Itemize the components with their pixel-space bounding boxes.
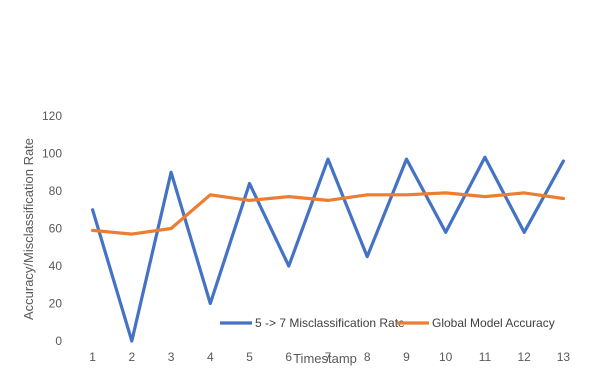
x-tick-label: 11 [479, 350, 492, 364]
x-tick-label: 13 [557, 350, 571, 364]
x-tick-label: 7 [325, 350, 332, 364]
x-tick-labels: 1 2 3 4 5 6 7 8 9 10 11 12 13 [89, 350, 570, 364]
y-tick-label: 0 [55, 334, 62, 348]
series-line-1 [90, 155, 566, 343]
x-tick-label: 5 [246, 350, 253, 364]
x-tick-label: 8 [364, 350, 371, 364]
legend-label: Global Model Accuracy [432, 316, 555, 330]
y-tick-label: 20 [49, 297, 63, 311]
y-tick-label: 100 [42, 147, 62, 161]
y-tick-label: 80 [49, 184, 63, 198]
x-tick-label: 1 [89, 350, 96, 364]
y-tick-label: 40 [49, 259, 63, 273]
x-tick-label: 10 [439, 350, 453, 364]
y-tick-labels: 0 20 40 60 80 100 120 [42, 109, 62, 348]
legend-item-2: Global Model Accuracy [397, 316, 555, 330]
series-lines [90, 155, 566, 343]
legend-label: 5 -> 7 Misclassification Rate [255, 316, 405, 330]
y-axis-title: Accuracy/Misclassification Rate [21, 138, 36, 320]
x-tick-label: 3 [168, 350, 175, 364]
x-tick-label: 4 [207, 350, 214, 364]
legend: 5 -> 7 Misclassification Rate Global Mode… [220, 316, 555, 330]
x-tick-label: 9 [403, 350, 410, 364]
x-tick-label: 12 [517, 350, 531, 364]
y-tick-label: 120 [42, 109, 62, 123]
legend-item-1: 5 -> 7 Misclassification Rate [220, 316, 405, 330]
series-line-2 [90, 191, 566, 236]
x-tick-label: 6 [285, 350, 292, 364]
x-tick-label: 2 [129, 350, 136, 364]
y-tick-label: 60 [49, 222, 63, 236]
x-axis-title: Timestamp [293, 351, 357, 366]
